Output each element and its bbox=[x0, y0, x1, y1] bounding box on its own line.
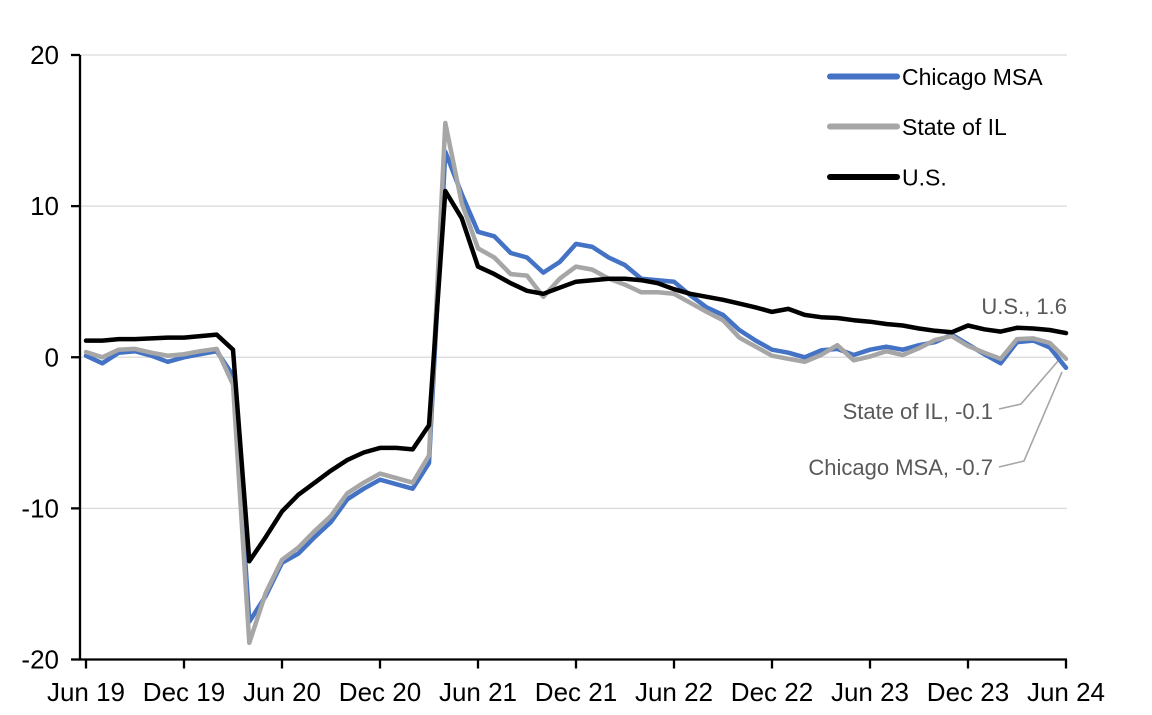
x-axis-tick-label: Jun 23 bbox=[831, 677, 909, 707]
leader-line-end-label-chicago-msa bbox=[998, 371, 1063, 468]
legend-label-state-of-il: State of IL bbox=[902, 114, 1007, 140]
x-axis-tick-label: Dec 22 bbox=[731, 677, 813, 707]
y-axis-tick-label: -20 bbox=[21, 645, 59, 675]
x-axis-tick-label: Dec 21 bbox=[535, 677, 617, 707]
series-group bbox=[83, 120, 1069, 646]
x-axis-tick-label: Jun 21 bbox=[439, 677, 517, 707]
leader-line-end-label-state-of-il bbox=[998, 360, 1059, 410]
end-label-state-of-il: State of IL, -0.1 bbox=[843, 399, 993, 424]
x-axis-tick-label: Dec 20 bbox=[339, 677, 421, 707]
end-annotations-group: U.S., 1.6 State of IL, -0.1 Chicago MSA, -… bbox=[808, 294, 1067, 480]
x-axis-tick-label: Dec 23 bbox=[927, 677, 1009, 707]
y-axis-tick-label: 10 bbox=[30, 191, 59, 221]
x-axis-tick-label: Dec 19 bbox=[143, 677, 225, 707]
x-axis-tick-label: Jun 24 bbox=[1027, 677, 1105, 707]
y-axis-tick-label: 20 bbox=[30, 40, 59, 70]
x-axis-tick-label: Jun 20 bbox=[243, 677, 321, 707]
y-axis-tick-label: -10 bbox=[21, 493, 59, 523]
end-label-u-s: U.S., 1.6 bbox=[981, 294, 1067, 319]
end-label-chicago-msa: Chicago MSA, -0.7 bbox=[808, 455, 993, 480]
x-axis-tick-label: Jun 19 bbox=[47, 677, 125, 707]
legend-label-u-s: U.S. bbox=[902, 165, 947, 191]
y-axis-tick-label: 0 bbox=[45, 342, 59, 372]
series-line-u-s bbox=[83, 188, 1069, 564]
series-line-state-of-il bbox=[83, 120, 1069, 646]
legend-label-chicago-msa: Chicago MSA bbox=[902, 64, 1043, 90]
legend-group: Chicago MSA State of IL U.S. bbox=[827, 64, 1043, 191]
x-axis-tick-label: Jun 22 bbox=[635, 677, 713, 707]
